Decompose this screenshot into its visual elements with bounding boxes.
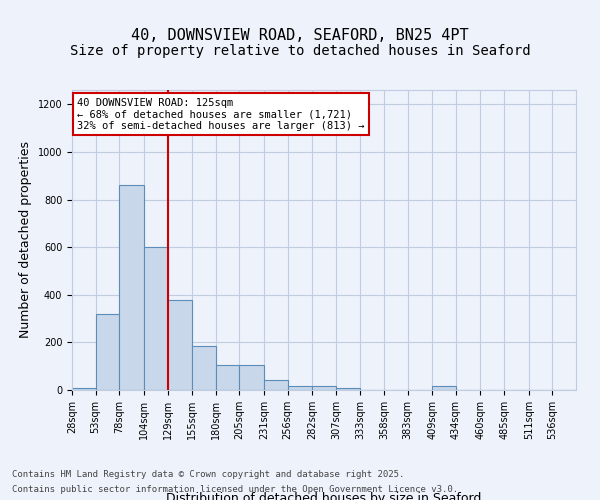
Bar <box>72 388 95 390</box>
Bar <box>216 365 239 390</box>
Bar <box>95 314 119 390</box>
Bar <box>167 300 192 390</box>
X-axis label: Distribution of detached houses by size in Seaford: Distribution of detached houses by size … <box>166 492 482 500</box>
Text: 40, DOWNSVIEW ROAD, SEAFORD, BN25 4PT: 40, DOWNSVIEW ROAD, SEAFORD, BN25 4PT <box>131 28 469 42</box>
Bar <box>264 380 287 390</box>
Text: Contains public sector information licensed under the Open Government Licence v3: Contains public sector information licen… <box>12 485 458 494</box>
Bar <box>239 365 264 390</box>
Bar <box>144 247 167 390</box>
Text: Contains HM Land Registry data © Crown copyright and database right 2025.: Contains HM Land Registry data © Crown c… <box>12 470 404 479</box>
Bar <box>192 346 216 390</box>
Bar <box>119 185 144 390</box>
Y-axis label: Number of detached properties: Number of detached properties <box>19 142 32 338</box>
Text: Size of property relative to detached houses in Seaford: Size of property relative to detached ho… <box>70 44 530 58</box>
Bar <box>287 386 312 390</box>
Text: 40 DOWNSVIEW ROAD: 125sqm
← 68% of detached houses are smaller (1,721)
32% of se: 40 DOWNSVIEW ROAD: 125sqm ← 68% of detac… <box>77 98 365 130</box>
Bar <box>336 388 361 390</box>
Bar <box>432 386 456 390</box>
Bar <box>312 386 336 390</box>
